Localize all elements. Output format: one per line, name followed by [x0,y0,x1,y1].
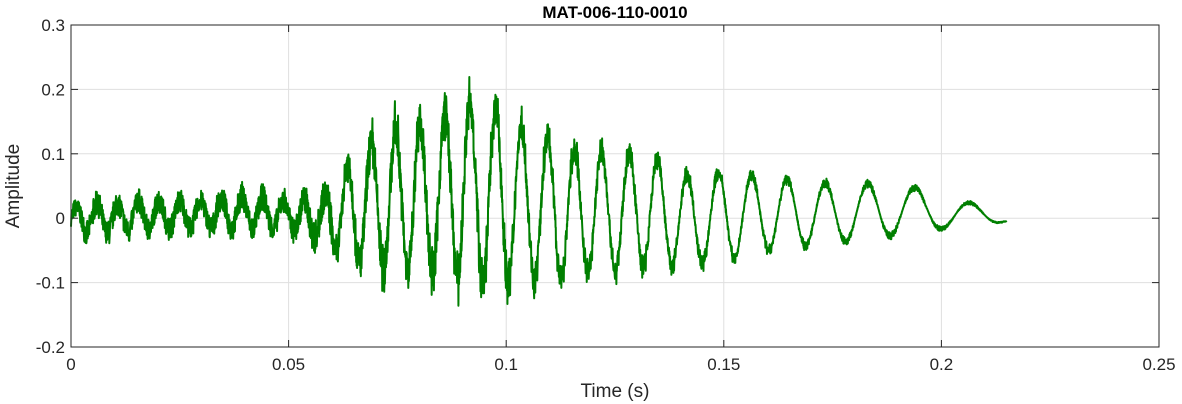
axes-box [70,24,1160,348]
y-tick-label: -0.1 [36,274,65,293]
x-tick-label: 0.2 [930,355,954,374]
signal-line [70,76,1008,307]
y-tick-label: 0.2 [41,80,65,99]
y-tick-label: 0.3 [41,16,65,35]
x-tick-label: 0 [66,355,75,374]
x-tick-label: 0.1 [494,355,518,374]
y-tick-label: 0 [56,209,65,228]
y-tick-label: -0.2 [36,338,65,357]
y-axis-label: Amplitude [3,144,24,229]
chart-title: MAT-006-110-0010 [542,3,687,22]
signal-series [70,76,1008,307]
plot-area [71,25,1159,347]
x-tick-label: 0.15 [707,355,740,374]
x-tick-label: 0.05 [272,355,305,374]
y-tick-label: 0.1 [41,145,65,164]
ticks: 0 0.05 0.1 0.15 0.2 0.25 -0.2 -0.1 0 0.1 0.2 0.3 [36,16,1176,374]
x-axis-label: Time (s) [581,381,650,402]
x-tick-label: 0.25 [1142,355,1175,374]
